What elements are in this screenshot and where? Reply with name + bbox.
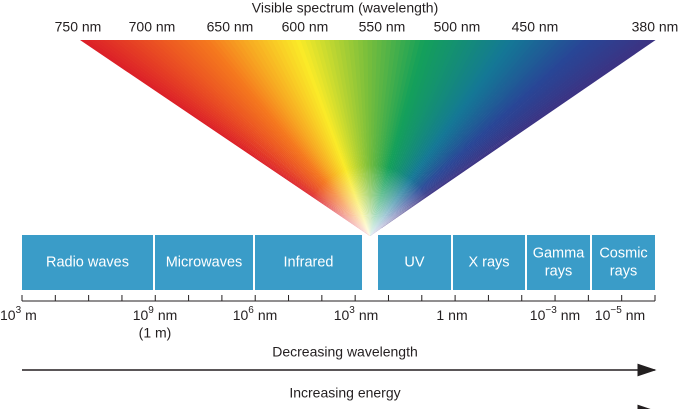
band-box bbox=[378, 235, 451, 290]
scale-exponent: 6 bbox=[248, 305, 254, 316]
scale-unit: nm bbox=[258, 307, 277, 323]
scale-base: 1 bbox=[436, 307, 444, 323]
scale-label: 106 nm bbox=[233, 305, 278, 323]
band-label: rays bbox=[545, 263, 572, 279]
wavelength-label: 700 nm bbox=[129, 19, 176, 35]
arrow-label: Increasing energy bbox=[289, 385, 400, 401]
scale-unit: m bbox=[25, 307, 37, 323]
band-label: rays bbox=[610, 263, 637, 279]
band-box bbox=[527, 235, 590, 290]
scale-base: 10 bbox=[334, 307, 350, 323]
scale-note: (1 m) bbox=[139, 325, 172, 341]
band-box bbox=[453, 235, 525, 290]
arrow-label: Decreasing wavelength bbox=[272, 344, 418, 360]
scale-base: 10 bbox=[530, 307, 546, 323]
band-label: X rays bbox=[468, 254, 509, 270]
band-label: Infrared bbox=[284, 254, 334, 270]
wedge-slice bbox=[370, 40, 656, 236]
band-label: Cosmic bbox=[599, 245, 647, 261]
scale-base: 10 bbox=[233, 307, 249, 323]
band-label: Gamma bbox=[533, 245, 586, 261]
spectrum-title: Visible spectrum (wavelength) bbox=[252, 0, 439, 16]
band-label: Microwaves bbox=[166, 254, 243, 270]
band-box bbox=[255, 235, 362, 290]
scale-unit: nm bbox=[359, 307, 378, 323]
scale-label: 10−5 nm bbox=[595, 305, 645, 323]
scale-exponent: 3 bbox=[16, 305, 22, 316]
scale-base: 10 bbox=[133, 307, 149, 323]
wavelength-label: 550 nm bbox=[359, 19, 406, 35]
scale-exponent: −5 bbox=[610, 305, 622, 316]
wavelength-label: 750 nm bbox=[55, 19, 102, 35]
scale-exponent: 3 bbox=[349, 305, 355, 316]
band-box bbox=[592, 235, 655, 290]
scale-label: 103 nm bbox=[334, 305, 379, 323]
wavelength-label: 600 nm bbox=[282, 19, 329, 35]
scale-exponent: −3 bbox=[545, 305, 557, 316]
band-box bbox=[22, 235, 153, 290]
scale-unit: nm bbox=[158, 307, 177, 323]
wavelength-label: 650 nm bbox=[207, 19, 254, 35]
wavelength-label: 450 nm bbox=[512, 19, 559, 35]
band-box bbox=[155, 235, 253, 290]
scale-label: 10−3 nm bbox=[530, 305, 580, 323]
scale-unit: nm bbox=[626, 307, 645, 323]
wavelength-label: 380 nm bbox=[632, 19, 679, 35]
wedge-glow bbox=[80, 40, 655, 236]
scale-base: 10 bbox=[0, 307, 16, 323]
scale-unit: nm bbox=[561, 307, 580, 323]
scale-base: 10 bbox=[595, 307, 611, 323]
scale-label: 103 m bbox=[0, 305, 37, 323]
wavelength-label: 500 nm bbox=[434, 19, 481, 35]
scale-exponent: 9 bbox=[148, 305, 154, 316]
scale-unit: nm bbox=[448, 307, 467, 323]
band-label: UV bbox=[404, 254, 424, 270]
scale-label: 1 nm bbox=[436, 307, 467, 323]
scale-label: 109 nm bbox=[133, 305, 178, 323]
band-label: Radio waves bbox=[46, 254, 129, 270]
